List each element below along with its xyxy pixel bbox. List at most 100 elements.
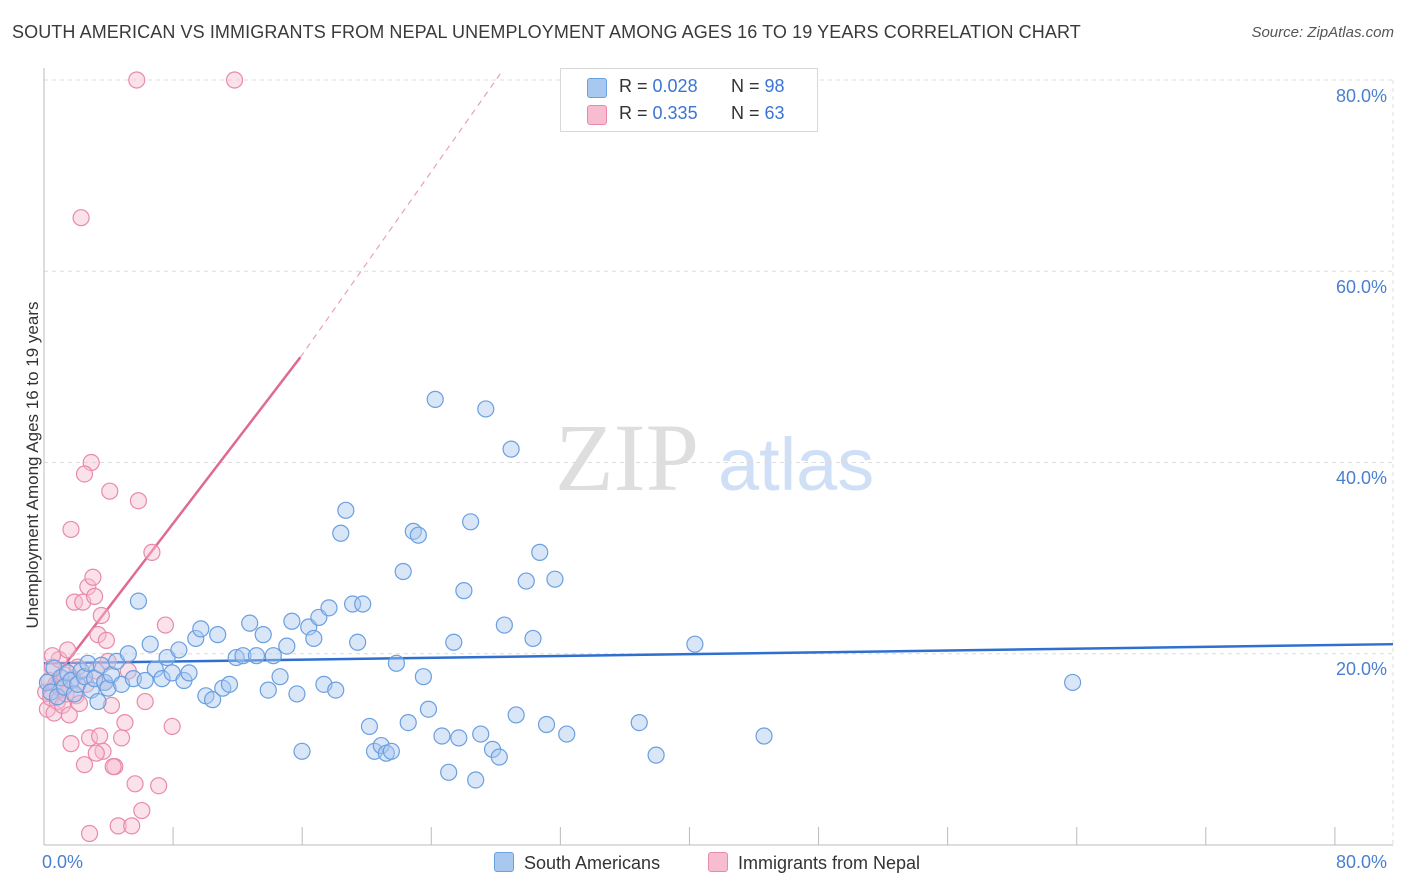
point-south (399, 713, 417, 732)
watermark-atlas: atlas (718, 423, 874, 506)
point-south (259, 681, 277, 699)
point-south (48, 688, 67, 706)
point-nepal (85, 587, 104, 605)
point-south (409, 526, 427, 544)
legend-swatch-nepal (587, 105, 607, 125)
point-nepal (126, 775, 144, 793)
correlation-legend: R = 0.028 N = 98 R = 0.335 N = 63 (560, 68, 818, 132)
point-south (630, 713, 648, 732)
x-tick-label-max: 80.0% (1336, 852, 1388, 872)
point-south (227, 648, 245, 667)
point-nepal (109, 817, 127, 835)
point-nepal (104, 757, 122, 776)
point-nepal (70, 694, 89, 713)
point-nepal (102, 696, 121, 714)
point-south (455, 582, 473, 600)
point-south (1064, 673, 1082, 692)
point-south (99, 679, 117, 697)
point-south (382, 742, 400, 760)
point-nepal (150, 777, 168, 795)
point-south (180, 664, 198, 682)
y-tick-label: 40.0% (1336, 468, 1388, 488)
point-nepal (75, 465, 94, 483)
point-south (495, 616, 513, 634)
point-south (414, 668, 433, 686)
point-south (254, 626, 272, 644)
point-south (129, 592, 148, 610)
point-south (264, 647, 282, 665)
point-nepal (91, 727, 109, 745)
point-south (247, 647, 266, 665)
point-south (394, 562, 412, 581)
point-nepal (163, 717, 181, 736)
point-south (170, 641, 188, 659)
point-nepal (60, 706, 78, 724)
point-south (305, 629, 323, 648)
point-south (89, 692, 107, 711)
point-nepal (133, 801, 151, 820)
bottom-legend-label-nepal: Immigrants from Nepal (738, 853, 921, 873)
point-south (537, 715, 556, 734)
point-nepal (129, 492, 148, 510)
bottom-legend-south: South Americans (494, 852, 660, 874)
point-south (490, 748, 508, 766)
point-south (220, 675, 239, 693)
point-south (293, 742, 311, 760)
bottom-legend-swatch-south (494, 852, 514, 872)
y-axis-label: Unemployment Among Ages 16 to 19 years (23, 301, 42, 629)
point-nepal (75, 756, 94, 774)
point-south (433, 727, 451, 745)
legend-r-south: R = 0.028 (619, 76, 698, 96)
point-south (354, 595, 372, 613)
bottom-legend-swatch-nepal (708, 852, 728, 872)
point-south (445, 633, 463, 651)
watermark-zip: ZIP (555, 404, 699, 511)
point-south (327, 681, 345, 699)
point-south (192, 620, 210, 638)
point-south (141, 635, 159, 653)
point-south (38, 673, 56, 692)
point-south (467, 771, 485, 789)
point-south (283, 612, 301, 630)
point-south (55, 678, 73, 696)
point-south (755, 727, 773, 745)
point-nepal (92, 606, 110, 625)
grid-lines (44, 79, 1394, 845)
point-nepal (89, 626, 107, 644)
point-south (426, 390, 444, 408)
legend-swatch-south (587, 78, 607, 98)
data-points (37, 71, 1082, 843)
point-south (204, 691, 222, 709)
point-south (343, 595, 362, 613)
point-south (450, 729, 468, 747)
point-nepal (84, 568, 102, 586)
point-nepal (79, 578, 97, 596)
point-south (477, 400, 495, 418)
point-south (79, 654, 97, 672)
point-south (517, 572, 535, 590)
legend-row-nepal: R = 0.335 N = 63 (561, 101, 817, 127)
point-nepal (128, 71, 146, 89)
point-nepal (136, 692, 154, 711)
point-south (209, 626, 227, 644)
point-nepal (62, 735, 80, 753)
point-south (387, 654, 406, 672)
point-nepal (101, 482, 119, 500)
point-nepal (94, 742, 112, 760)
chart-title: SOUTH AMERICAN VS IMMIGRANTS FROM NEPAL … (12, 22, 1081, 42)
point-south (278, 637, 296, 655)
point-south (119, 645, 137, 663)
source-label: Source: ZipAtlas.com (1251, 24, 1394, 41)
trend-line-south (43, 642, 1394, 665)
point-nepal (116, 713, 134, 732)
point-nepal (62, 520, 80, 539)
point-south (502, 440, 520, 458)
point-nepal (87, 744, 105, 762)
point-south (686, 635, 704, 653)
point-south (647, 746, 665, 764)
legend-n-south: N = 98 (731, 76, 785, 96)
y-tick-label: 80.0% (1336, 86, 1388, 106)
point-south (288, 685, 306, 703)
point-nepal (72, 209, 90, 227)
